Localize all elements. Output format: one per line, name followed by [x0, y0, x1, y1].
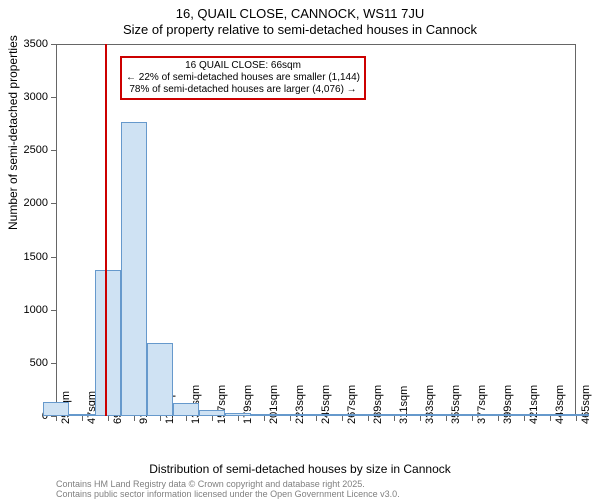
bar: [303, 414, 329, 416]
x-tick: [342, 416, 343, 421]
bar: [147, 343, 173, 416]
annotation-box: 16 QUAIL CLOSE: 66sqm ← 22% of semi-deta…: [120, 56, 366, 100]
bar: [277, 414, 303, 416]
y-tick-label: 1500: [8, 251, 48, 263]
y-tick-label: 0: [8, 410, 48, 422]
figure: 16, QUAIL CLOSE, CANNOCK, WS11 7JU Size …: [0, 0, 600, 500]
plot-area: 0500100015002000250030003500 25sqm47sqm6…: [56, 44, 576, 416]
annotation-line1: 16 QUAIL CLOSE: 66sqm: [126, 60, 360, 72]
x-tick: [550, 416, 551, 421]
annotation-line2: ← 22% of semi-detached houses are smalle…: [126, 72, 360, 84]
x-tick: [134, 416, 135, 421]
y-tick-label: 3000: [8, 91, 48, 103]
x-axis-label: Distribution of semi-detached houses by …: [0, 462, 600, 476]
x-tick: [290, 416, 291, 421]
bar: [95, 270, 121, 416]
footer-line2: Contains public sector information licen…: [56, 490, 400, 500]
bar: [381, 414, 407, 416]
x-tick: [82, 416, 83, 421]
bar: [407, 414, 433, 416]
bar: [43, 402, 69, 416]
bar: [511, 414, 537, 416]
footer: Contains HM Land Registry data © Crown c…: [56, 480, 400, 500]
y-tick-label: 500: [8, 357, 48, 369]
x-tick-label: 465sqm: [580, 385, 592, 424]
x-tick: [186, 416, 187, 421]
x-tick: [264, 416, 265, 421]
bar: [537, 414, 563, 416]
bar: [355, 414, 381, 416]
x-tick: [472, 416, 473, 421]
bar: [121, 122, 147, 416]
x-tick: [238, 416, 239, 421]
x-tick: [420, 416, 421, 421]
annotation-line3: 78% of semi-detached houses are larger (…: [126, 84, 360, 96]
bar: [433, 414, 459, 416]
x-tick: [108, 416, 109, 421]
bar: [329, 414, 355, 416]
marker-line: [105, 44, 107, 416]
y-tick-label: 1000: [8, 304, 48, 316]
bar: [251, 414, 277, 416]
x-tick: [394, 416, 395, 421]
bar: [485, 414, 511, 416]
bar: [173, 403, 199, 416]
y-tick-label: 2000: [8, 197, 48, 209]
y-tick-label: 3500: [8, 38, 48, 50]
bar: [225, 413, 251, 416]
bar: [199, 410, 225, 416]
x-tick: [576, 416, 577, 421]
x-tick: [160, 416, 161, 421]
y-tick-label: 2500: [8, 144, 48, 156]
bar: [563, 414, 589, 416]
bar: [459, 414, 485, 416]
x-tick: [524, 416, 525, 421]
x-tick: [316, 416, 317, 421]
x-tick: [498, 416, 499, 421]
x-tick: [368, 416, 369, 421]
x-tick: [212, 416, 213, 421]
title-line1: 16, QUAIL CLOSE, CANNOCK, WS11 7JU: [0, 6, 600, 21]
title-line2: Size of property relative to semi-detach…: [0, 22, 600, 37]
x-tick: [446, 416, 447, 421]
x-tick: [56, 416, 57, 421]
bar: [69, 414, 95, 416]
